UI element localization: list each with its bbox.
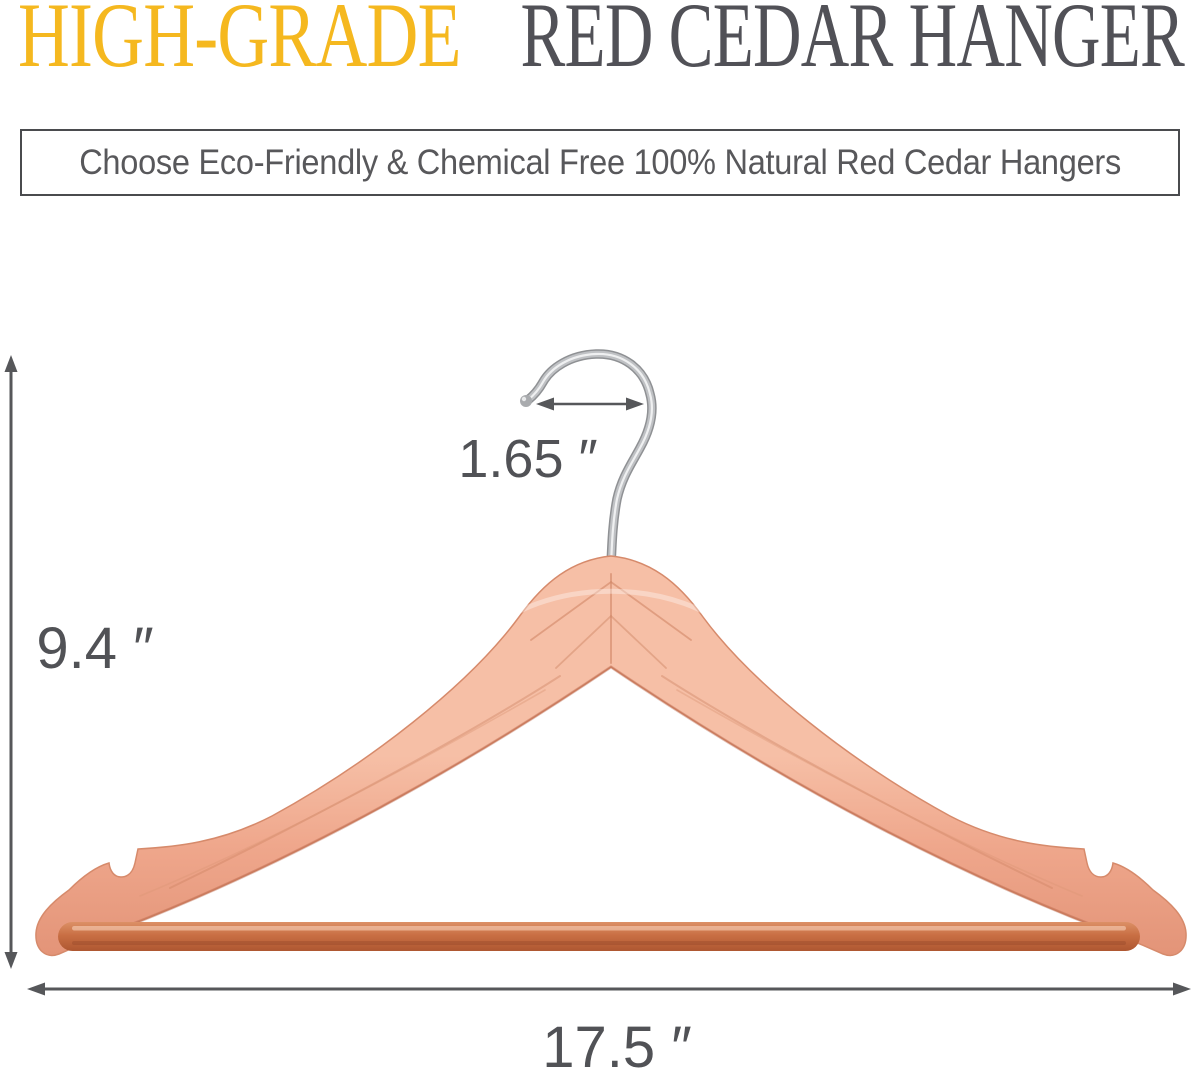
- headline: HIGH-GRADE RED CEDAR HANGER: [0, 0, 1200, 89]
- headline-rest: RED CEDAR HANGER: [520, 0, 1184, 86]
- hanger-hook-icon: [520, 349, 657, 571]
- width-dimension-arrow: [27, 982, 1191, 996]
- height-label: 9.4 ″: [36, 616, 153, 681]
- wood-grain: [97, 573, 1125, 939]
- width-label: 17.5 ″: [542, 1015, 692, 1076]
- hanger-body: [35, 555, 1187, 956]
- headline-highlight: HIGH-GRADE: [18, 0, 461, 86]
- hook-width-dimension-arrow: [536, 397, 644, 411]
- tagline-box: Choose Eco-Friendly & Chemical Free 100%…: [20, 129, 1180, 196]
- hook-width-label: 1.65 ″: [458, 429, 597, 489]
- tagline-text: Choose Eco-Friendly & Chemical Free 100%…: [79, 142, 1121, 182]
- trouser-bar: [58, 922, 1140, 951]
- height-dimension-arrow: [4, 355, 18, 969]
